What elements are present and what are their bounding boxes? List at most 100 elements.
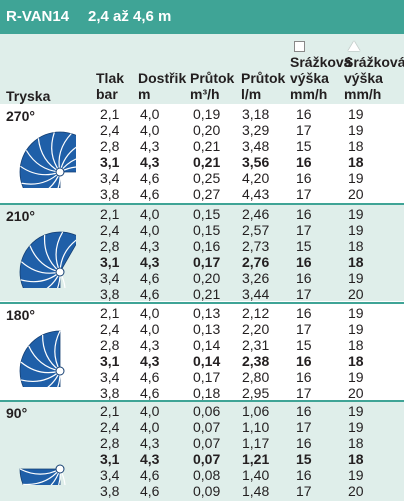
cell-srazkova-triangle: 19	[348, 222, 364, 238]
cell-tlak: 3,1	[100, 451, 120, 467]
cell-srazkova-square: 16	[296, 467, 312, 483]
cell-srazkova-triangle: 19	[348, 170, 364, 186]
cell-prutok-lm: 3,56	[242, 154, 270, 170]
group-separator	[0, 302, 404, 304]
cell-prutok-lm: 2,31	[242, 337, 270, 353]
header-tryska: Tryska	[6, 88, 51, 104]
cell-prutok-lm: 4,43	[242, 186, 270, 202]
cell-prutok-lm: 1,17	[242, 435, 270, 451]
cell-srazkova-square: 15	[296, 451, 312, 467]
cell-tlak: 2,8	[100, 435, 120, 451]
cell-srazkova-square: 17	[296, 321, 312, 337]
cell-dostrik: 4,3	[140, 154, 160, 170]
arc-group: 210° 2,1 4,0 0,15 2,46 16 19 2,4 4,0 0,15 2,57 17 19…	[0, 204, 404, 302]
cell-tlak: 2,4	[100, 122, 120, 138]
cell-prutok-lm: 2,20	[242, 321, 270, 337]
cell-dostrik: 4,0	[140, 122, 160, 138]
cell-srazkova-square: 17	[296, 483, 312, 499]
cell-srazkova-square: 16	[296, 170, 312, 186]
cell-srazkova-triangle: 18	[348, 451, 364, 467]
cell-prutok-lm: 3,18	[242, 106, 270, 122]
cell-srazkova-square: 16	[296, 154, 312, 170]
cell-prutok-m3h: 0,08	[193, 467, 221, 483]
triangle-spacing-icon	[348, 41, 360, 51]
cell-prutok-m3h: 0,14	[193, 353, 221, 369]
cell-prutok-lm: 1,10	[242, 419, 270, 435]
cell-srazkova-triangle: 18	[348, 138, 364, 154]
table-row: 3,4 4,6 0,08 1,40 16 19	[0, 467, 404, 483]
table-row: 2,8 4,3 0,07 1,17 16 18	[0, 435, 404, 451]
cell-dostrik: 4,0	[140, 106, 160, 122]
cell-tlak: 2,1	[100, 206, 120, 222]
cell-srazkova-triangle: 19	[348, 321, 364, 337]
cell-srazkova-square: 17	[296, 385, 312, 401]
cell-srazkova-triangle: 18	[348, 435, 364, 451]
table-row: 3,8 4,6 0,09 1,48 17 20	[0, 483, 404, 499]
cell-prutok-m3h: 0,21	[193, 138, 221, 154]
cell-srazkova-triangle: 18	[348, 353, 364, 369]
cell-prutok-m3h: 0,13	[193, 321, 221, 337]
cell-srazkova-square: 16	[296, 270, 312, 286]
cell-prutok-lm: 3,26	[242, 270, 270, 286]
cell-prutok-m3h: 0,20	[193, 270, 221, 286]
cell-dostrik: 4,6	[140, 286, 160, 302]
cell-prutok-m3h: 0,07	[193, 451, 221, 467]
cell-prutok-m3h: 0,15	[193, 206, 221, 222]
cell-dostrik: 4,6	[140, 369, 160, 385]
nozzle-90-icon	[19, 464, 66, 485]
cell-dostrik: 4,0	[140, 222, 160, 238]
nozzle-210-icon	[19, 231, 76, 288]
cell-dostrik: 4,0	[140, 206, 160, 222]
cell-tlak: 3,8	[100, 483, 120, 499]
cell-prutok-m3h: 0,07	[193, 419, 221, 435]
cell-tlak: 3,1	[100, 154, 120, 170]
table-row: 3,8 4,6 0,27 4,43 17 20	[0, 186, 404, 202]
cell-tlak: 3,4	[100, 467, 120, 483]
cell-prutok-lm: 1,40	[242, 467, 270, 483]
cell-prutok-lm: 3,29	[242, 122, 270, 138]
table-row: 2,1 4,0 0,13 2,12 16 19	[0, 305, 404, 321]
cell-tlak: 2,8	[100, 138, 120, 154]
cell-srazkova-square: 16	[296, 369, 312, 385]
table-row: 2,4 4,0 0,20 3,29 17 19	[0, 122, 404, 138]
cell-srazkova-triangle: 19	[348, 467, 364, 483]
cell-tlak: 2,4	[100, 222, 120, 238]
cell-prutok-m3h: 0,17	[193, 254, 221, 270]
cell-srazkova-triangle: 19	[348, 403, 364, 419]
cell-srazkova-square: 15	[296, 337, 312, 353]
cell-dostrik: 4,3	[140, 138, 160, 154]
square-spacing-icon	[294, 41, 305, 52]
cell-dostrik: 4,6	[140, 385, 160, 401]
cell-prutok-lm: 2,80	[242, 369, 270, 385]
range-label: 2,4 až 4,6 m	[88, 8, 172, 25]
table-row: 2,4 4,0 0,13 2,20 17 19	[0, 321, 404, 337]
cell-tlak: 3,8	[100, 385, 120, 401]
cell-srazkova-square: 16	[296, 206, 312, 222]
table-row: 2,8 4,3 0,21 3,48 15 18	[0, 138, 404, 154]
cell-tlak: 3,8	[100, 286, 120, 302]
cell-prutok-m3h: 0,15	[193, 222, 221, 238]
cell-dostrik: 4,6	[140, 483, 160, 499]
cell-srazkova-triangle: 19	[348, 369, 364, 385]
cell-dostrik: 4,3	[140, 337, 160, 353]
cell-srazkova-triangle: 19	[348, 419, 364, 435]
cell-tlak: 2,1	[100, 403, 120, 419]
cell-dostrik: 4,3	[140, 435, 160, 451]
arc-group: 270° 2,1 4,0 0,19 3,18 16 19 2,4 4,0 0,20 3,29 17 19…	[0, 104, 404, 202]
model-name: R-VAN14	[6, 8, 70, 25]
header-srazkova-triangle: Srážková výška mm/h	[344, 38, 404, 102]
cell-dostrik: 4,6	[140, 170, 160, 186]
table-row: 2,1 4,0 0,15 2,46 16 19	[0, 206, 404, 222]
cell-srazkova-triangle: 19	[348, 305, 364, 321]
cell-srazkova-square: 16	[296, 305, 312, 321]
cell-tlak: 3,1	[100, 353, 120, 369]
cell-srazkova-square: 15	[296, 138, 312, 154]
header-dostrik: Dostřik m	[138, 70, 187, 102]
cell-tlak: 3,4	[100, 270, 120, 286]
cell-tlak: 2,4	[100, 419, 120, 435]
header-tlak: Tlak bar	[96, 70, 125, 102]
arc-group: 90° 2,1 4,0 0,06 1,06 16 19 2,4 4,0 0,07 1,10 17 19 2…	[0, 401, 404, 501]
cell-srazkova-triangle: 20	[348, 186, 364, 202]
cell-srazkova-square: 17	[296, 286, 312, 302]
header-prutok-lm: Průtok l/m	[241, 70, 286, 102]
